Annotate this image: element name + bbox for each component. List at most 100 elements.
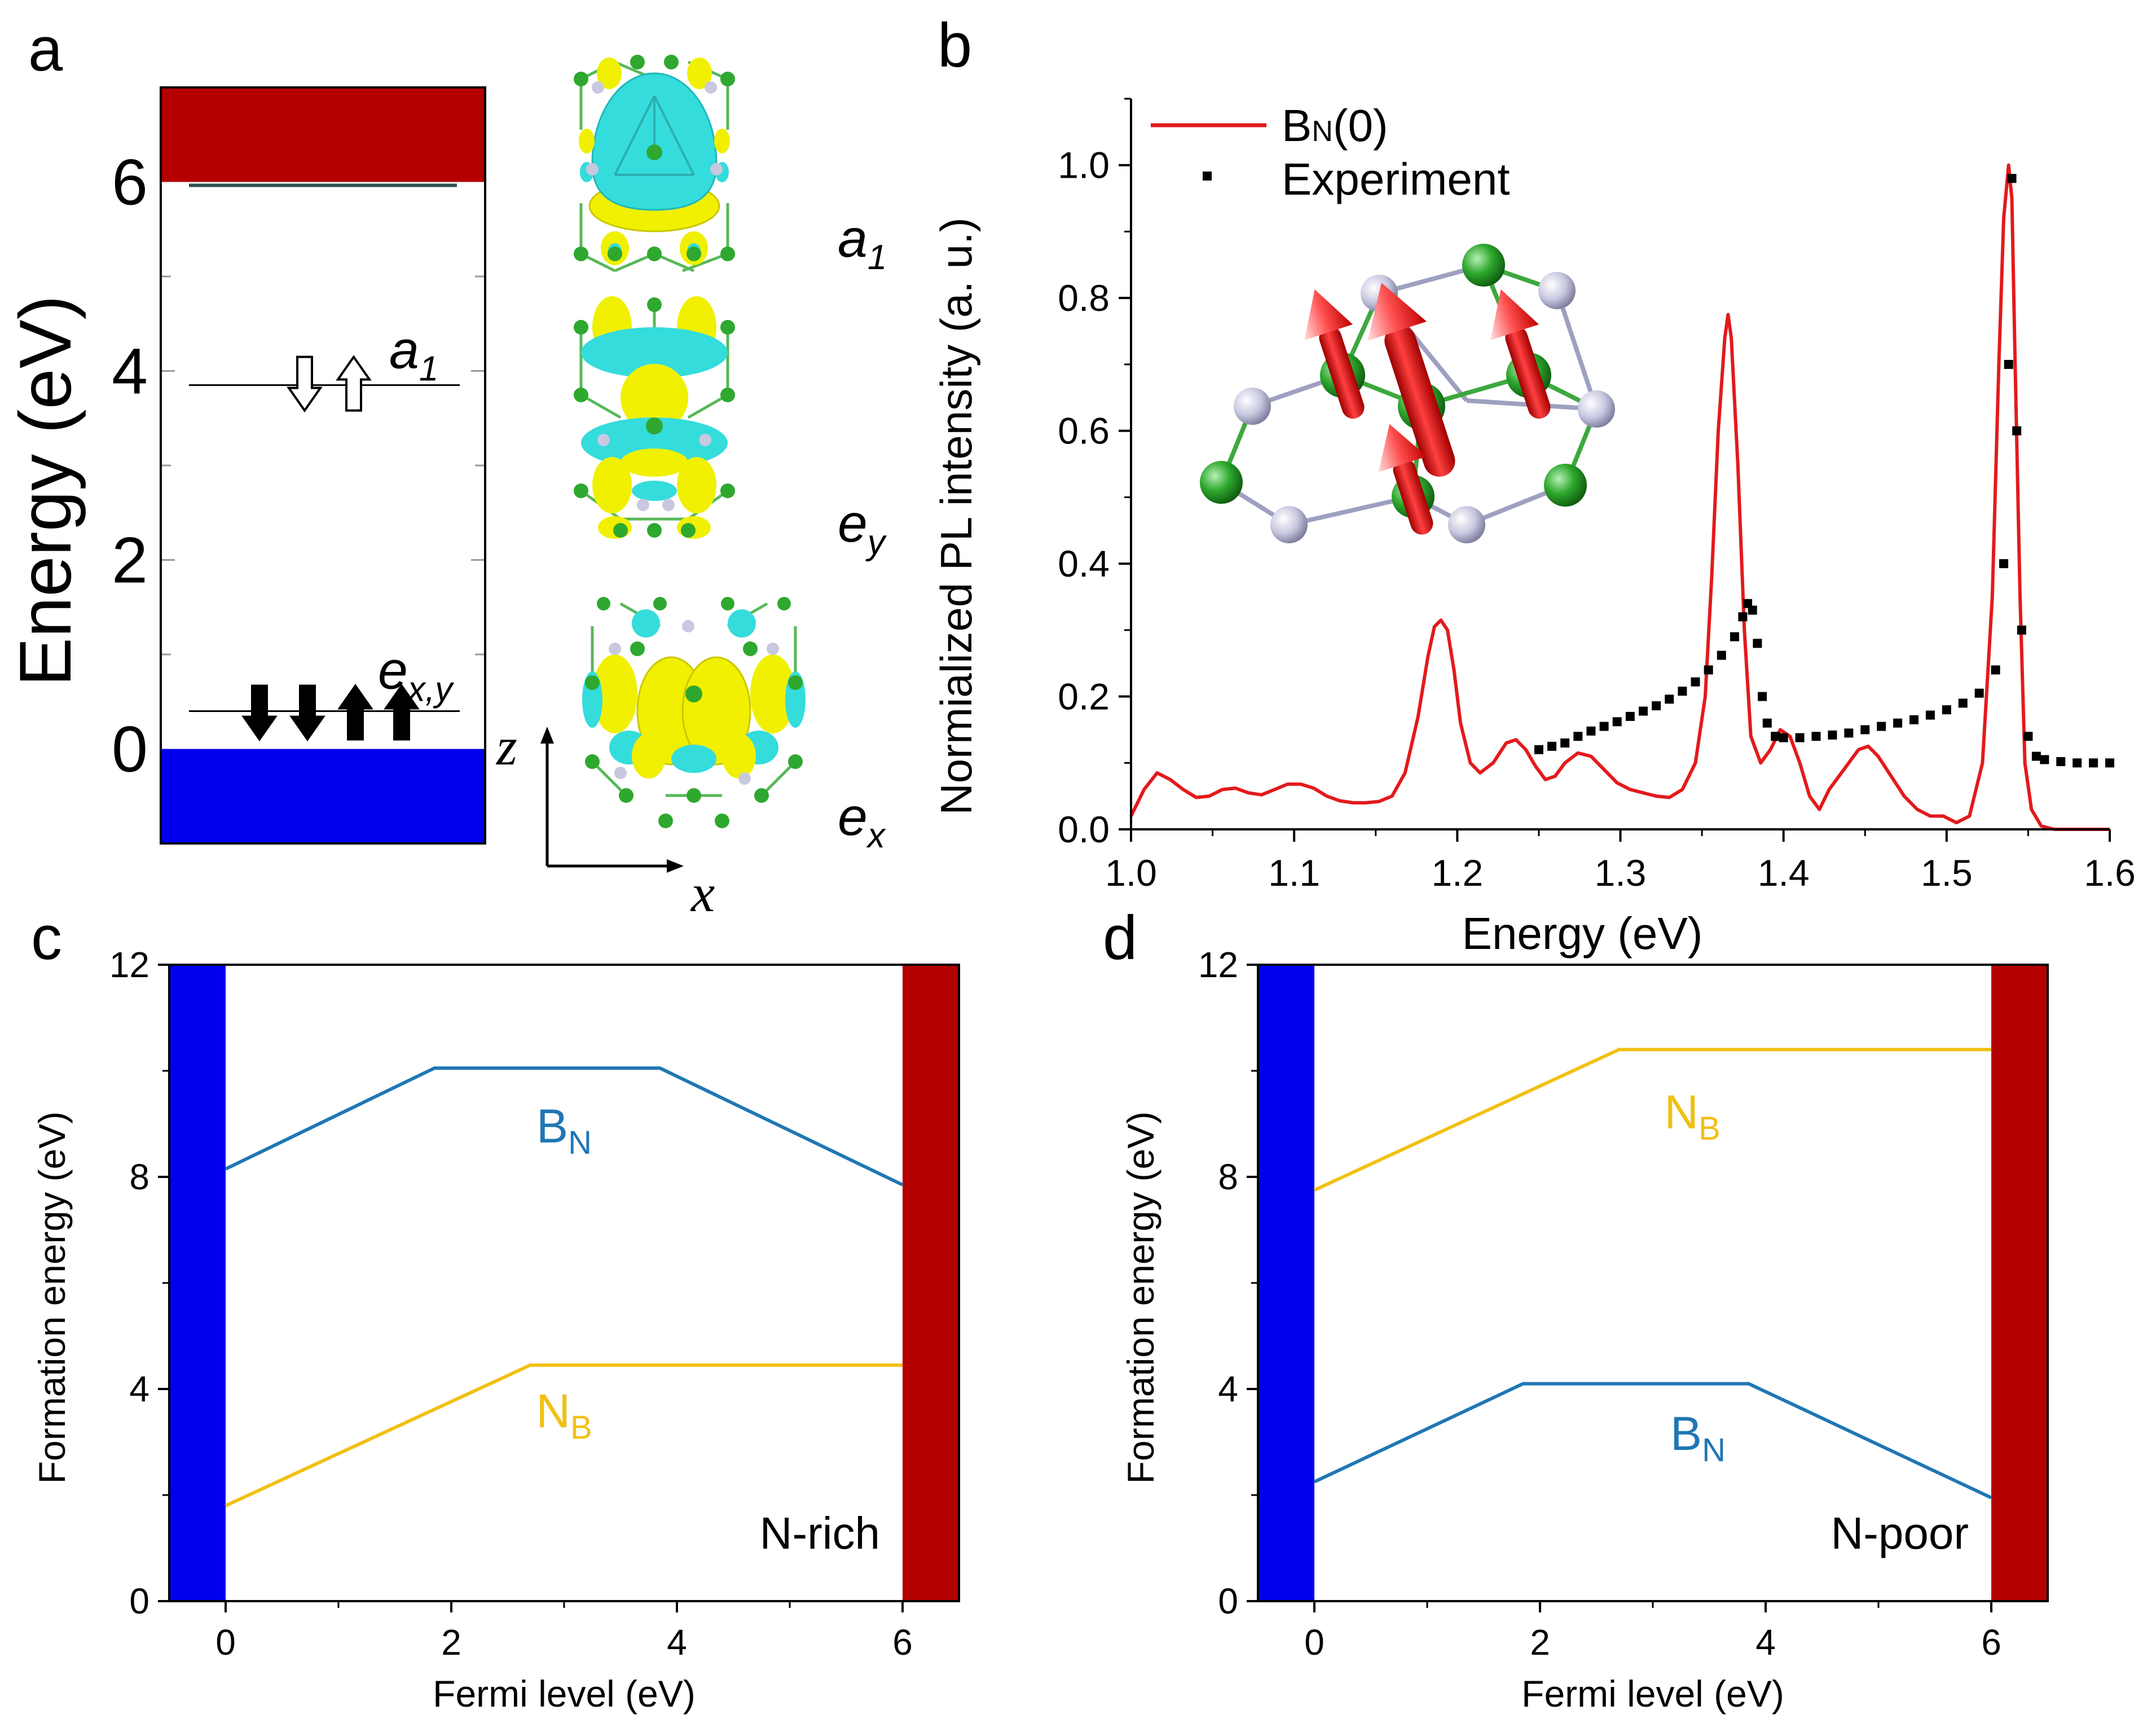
experiment-point — [1779, 733, 1788, 742]
panel-d: d Formation energy (eV) Fermi level (eV)… — [1103, 903, 2049, 1715]
experiment-point — [2073, 758, 2082, 768]
ytick-label: 0 — [112, 714, 148, 786]
panel-a-yticks: 0 2 4 6 — [112, 147, 485, 786]
series-line-bn — [225, 1066, 904, 1186]
experiment-point — [1678, 687, 1687, 696]
spin-down-arrow-icon — [289, 684, 325, 741]
axis-label-z: z — [495, 717, 517, 776]
series-line-bn — [1129, 163, 2110, 831]
orbital-ex-image — [582, 597, 806, 828]
y-tick-label: 8 — [1218, 1157, 1238, 1197]
panel-c-bands — [169, 965, 959, 1601]
y-tick-label: 0.0 — [1058, 808, 1110, 850]
orbital-ey-image — [574, 296, 735, 539]
experiment-point — [1599, 722, 1609, 731]
experiment-point — [1573, 732, 1583, 741]
series-line-nb — [225, 1363, 903, 1507]
panel-d-xlabel: Fermi level (eV) — [1521, 1673, 1784, 1715]
defect-label-nb: NB — [1664, 1085, 1720, 1147]
experiment-point — [1771, 732, 1780, 741]
x-tick-label: 0 — [215, 1622, 236, 1663]
experiment-point — [1795, 733, 1805, 742]
spin-up-arrow-icon — [384, 684, 420, 741]
panel-c: c Formation energy (eV) Fermi level (eV)… — [31, 903, 960, 1715]
defect-structure-inset — [1200, 244, 1615, 543]
x-tick-label: 1.4 — [1758, 852, 1810, 894]
experiment-point — [1828, 730, 1837, 740]
series-line-bn — [1313, 1382, 1992, 1500]
ytick-label: 4 — [112, 336, 148, 408]
panel-c-series — [225, 1066, 904, 1507]
panel-a-level-labels: a1 ex,y — [378, 320, 455, 709]
panel-d-series — [1313, 1048, 1992, 1500]
experiment-point — [1877, 722, 1886, 731]
spin-down-arrow-icon — [287, 355, 323, 413]
orbital-label-ey: ey — [838, 494, 887, 562]
y-tick-label: 4 — [1218, 1369, 1238, 1409]
experiment-point — [2056, 757, 2066, 766]
legend-swatch-experiment — [1203, 172, 1212, 181]
x-tick-label: 1.0 — [1105, 852, 1157, 894]
experiment-point — [1762, 718, 1772, 728]
legend: BN(0) Experiment — [1151, 100, 1510, 204]
panel-b-ylabel: Normialized PL intensity (a. u.) — [931, 217, 981, 815]
spin-up-arrow-icon — [336, 355, 372, 412]
experiment-point — [2012, 426, 2022, 436]
plot-frame — [160, 86, 486, 845]
panel-d-bands — [1258, 965, 2048, 1601]
experiment-point — [1560, 738, 1570, 748]
experiment-point — [1991, 665, 2000, 675]
panel-d-ticks: 0 2 4 6 0 4 8 12 — [1198, 944, 2001, 1663]
panel-b-series — [1129, 163, 2114, 831]
panel-label-a: a — [28, 15, 63, 84]
valence-band — [1258, 965, 1314, 1601]
conduction-band — [161, 87, 485, 182]
experiment-point — [2023, 732, 2033, 741]
spin-down-arrow-icon — [241, 684, 278, 741]
x-tick-label: 4 — [1755, 1622, 1776, 1663]
panel-a: a Energy (eV) 0 2 4 6 a1 ex,y — [4, 15, 887, 923]
y-tick-label: 8 — [129, 1157, 149, 1197]
experiment-point — [2004, 359, 2013, 369]
spin-moment-arrow-icon — [1304, 283, 1551, 535]
experiment-point — [1691, 677, 1700, 687]
experiment-point — [2031, 751, 2041, 761]
x-tick-label: 1.2 — [1431, 852, 1483, 894]
panel-label-d: d — [1103, 903, 1137, 973]
x-tick-label: 2 — [441, 1622, 461, 1663]
panel-c-ylabel: Formation energy (eV) — [31, 1111, 73, 1484]
panel-b-ticks: 1.0 1.1 1.2 1.3 1.4 1.5 1.6 0.0 0.2 0.4 0.6 0.8 1.0 — [1058, 98, 2136, 894]
experiment-point — [1958, 698, 1968, 708]
y-tick-label: 1.0 — [1058, 144, 1110, 186]
spin-up-arrow-icon — [337, 684, 373, 741]
experiment-point — [1638, 706, 1648, 716]
defect-label-bn: BN — [536, 1100, 592, 1161]
experiment-point — [2017, 625, 2026, 635]
orbital-a1-image — [574, 55, 735, 272]
experiment-point — [1652, 701, 1661, 711]
experiment-point — [1748, 605, 1757, 615]
experiment-point — [1811, 732, 1821, 741]
x-tick-label: 1.3 — [1595, 852, 1647, 894]
panel-b-frame — [1130, 99, 2110, 830]
panel-b-xlabel: Energy (eV) — [1462, 908, 1703, 959]
conduction-band — [903, 965, 959, 1601]
panel-label-b: b — [938, 11, 972, 80]
panel-b: b Normialized PL intensity (a. u.) Energ… — [931, 11, 2136, 959]
experiment-point — [1665, 695, 1674, 704]
x-tick-label: 1.5 — [1921, 852, 1973, 894]
x-tick-label: 2 — [1530, 1622, 1550, 1663]
orbital-label-a1: a1 — [838, 209, 887, 277]
experiment-point — [1625, 711, 1635, 721]
defect-label-bn: BN — [1670, 1407, 1726, 1469]
panel-c-ticks: 0 2 4 6 0 4 8 12 — [109, 944, 913, 1663]
x-tick-label: 1.6 — [2084, 852, 2136, 894]
axis-label-x: x — [690, 863, 715, 923]
level-label-a1: a1 — [389, 320, 438, 389]
experiment-point — [1730, 632, 1739, 641]
legend-label-experiment: Experiment — [1282, 154, 1510, 204]
y-tick-label: 0.2 — [1058, 676, 1110, 718]
experiment-point — [1909, 715, 1919, 724]
ytick-label: 6 — [112, 147, 148, 219]
experiment-point — [1999, 559, 2009, 569]
